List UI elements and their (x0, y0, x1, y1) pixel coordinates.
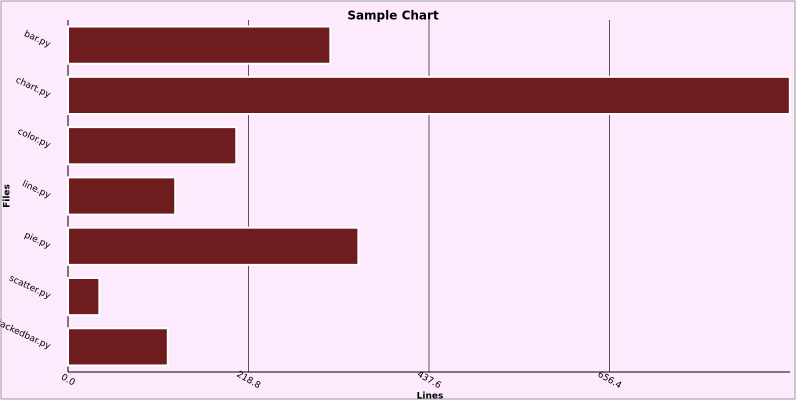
bar (67, 276, 101, 317)
bar (67, 75, 791, 116)
bar (67, 327, 169, 367)
bar (67, 126, 238, 166)
bar (67, 176, 177, 216)
bar (67, 25, 332, 65)
bar (67, 226, 360, 266)
x-axis-title: Lines (417, 392, 444, 402)
chart-title: Sample Chart (347, 9, 439, 23)
y-axis-title: Files (3, 184, 13, 208)
